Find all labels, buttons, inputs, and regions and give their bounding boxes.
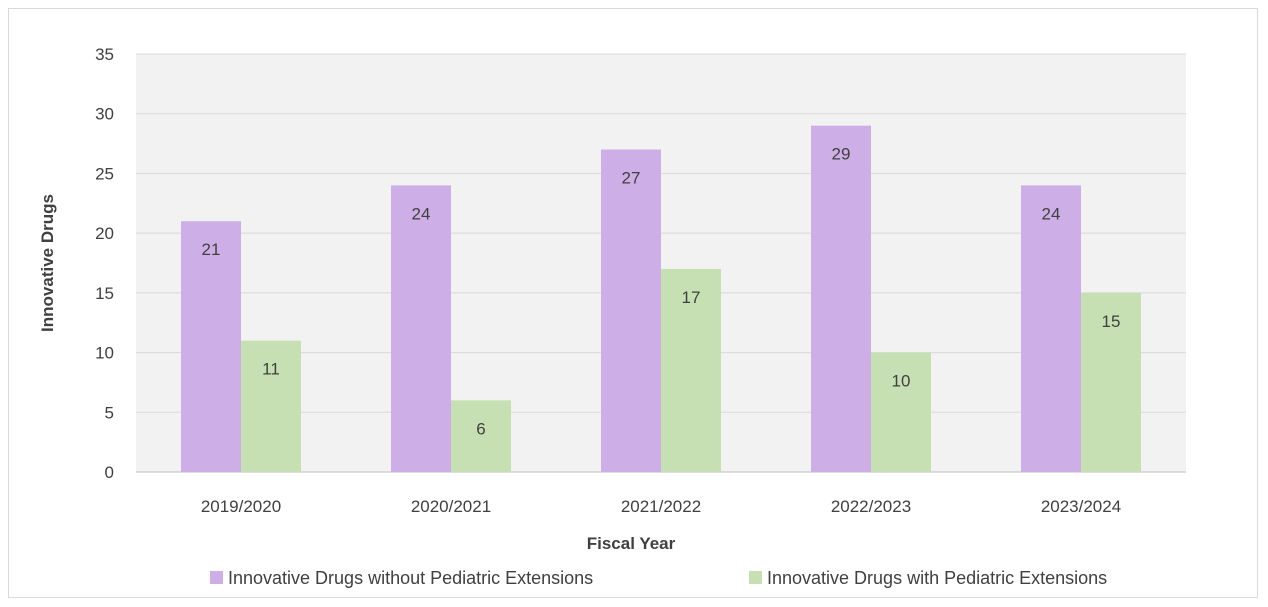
legend-swatch (210, 571, 223, 584)
x-tick-label: 2022/2023 (831, 497, 911, 516)
data-label: 27 (622, 169, 641, 188)
legend-label: Innovative Drugs without Pediatric Exten… (228, 568, 593, 588)
bar (451, 400, 511, 472)
legend-swatch (749, 571, 762, 584)
x-tick-label: 2023/2024 (1041, 497, 1121, 516)
y-axis-title: Innovative Drugs (38, 194, 57, 332)
bar (1021, 185, 1081, 472)
bar (601, 149, 661, 473)
x-tick-label: 2021/2022 (621, 497, 701, 516)
legend: Innovative Drugs without Pediatric Exten… (210, 568, 1107, 588)
y-tick-label: 15 (95, 284, 114, 303)
y-tick-label: 30 (95, 105, 114, 124)
y-tick-label: 20 (95, 224, 114, 243)
bar (181, 221, 241, 472)
y-tick-label: 25 (95, 164, 114, 183)
bar (811, 125, 871, 473)
data-labels: 21 11 24 6 27 17 29 10 24 15 (202, 145, 1121, 439)
bars (181, 125, 1141, 473)
bar (871, 352, 931, 472)
x-tick-label: 2020/2021 (411, 497, 491, 516)
data-label: 21 (202, 240, 221, 259)
y-tick-label: 0 (105, 463, 114, 482)
bar (391, 185, 451, 472)
data-label: 24 (1042, 204, 1061, 223)
data-label: 6 (476, 419, 485, 438)
data-label: 10 (892, 372, 911, 391)
data-label: 29 (832, 145, 851, 164)
data-label: 24 (412, 204, 431, 223)
chart-svg: 0 5 10 15 20 25 30 35 21 11 24 6 27 17 29 10 24 15 2019/… (38, 45, 1186, 588)
y-tick-label: 10 (95, 344, 114, 363)
data-label: 15 (1102, 312, 1121, 331)
x-tick-label: 2019/2020 (201, 497, 281, 516)
y-tick-label: 5 (105, 403, 114, 422)
bar (1081, 292, 1141, 472)
y-tick-label: 35 (95, 45, 114, 64)
chart-frame: 0 5 10 15 20 25 30 35 21 11 24 6 27 17 29 10 24 15 2019/… (8, 8, 1258, 598)
legend-label: Innovative Drugs with Pediatric Extensio… (767, 568, 1107, 588)
bar (661, 268, 721, 472)
y-axis-ticks: 0 5 10 15 20 25 30 35 (95, 45, 114, 482)
x-axis-title: Fiscal Year (587, 534, 676, 553)
x-axis-ticks: 2019/2020 2020/2021 2021/2022 2022/2023 2023… (201, 497, 1121, 516)
bar (241, 340, 301, 472)
data-label: 11 (262, 360, 280, 379)
data-label: 17 (682, 288, 701, 307)
